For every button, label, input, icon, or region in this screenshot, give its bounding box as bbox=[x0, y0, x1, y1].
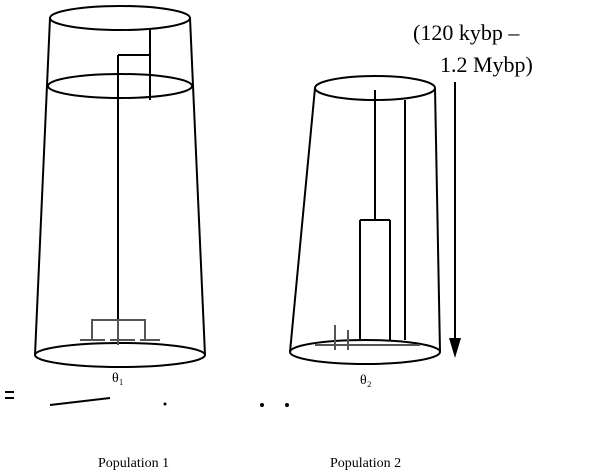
scatter-marks bbox=[5, 392, 289, 407]
theta-2: θ₂ bbox=[360, 373, 372, 388]
diagram: θ₁ θ₂ (120 kybp – 1.2 Mybp) Population 1… bbox=[0, 0, 594, 472]
theta-1: θ₁ bbox=[112, 371, 124, 386]
time-arrow bbox=[449, 82, 461, 358]
population-label: Population 2 bbox=[330, 456, 401, 471]
time-annotation-line1: (120 kybp – bbox=[413, 20, 520, 45]
population-1-cylinder: θ₁ bbox=[35, 6, 205, 386]
time-annotation-line2: 1.2 Mybp) bbox=[440, 52, 533, 77]
population-label: Population 1 bbox=[98, 456, 169, 471]
population-2-cylinder: θ₂ bbox=[290, 76, 440, 388]
